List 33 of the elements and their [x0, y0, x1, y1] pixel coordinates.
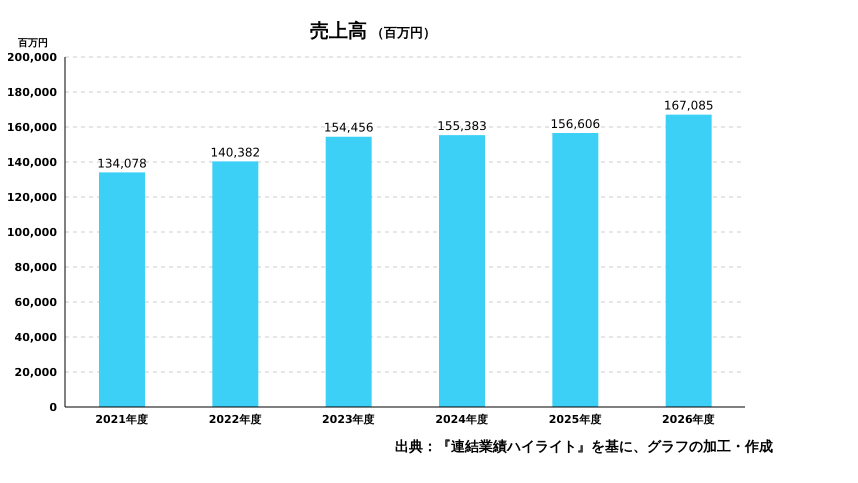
- y-tick-label: 200,000: [6, 50, 58, 64]
- bar: [212, 161, 258, 407]
- y-tick-label: 180,000: [6, 86, 58, 99]
- x-tick-label: 2021年度: [95, 412, 148, 426]
- bar: [99, 172, 145, 407]
- data-label: 155,383: [437, 119, 487, 134]
- x-tick-label: 2025年度: [548, 412, 602, 426]
- y-tick-label: 160,000: [6, 120, 58, 134]
- bar: [552, 132, 598, 407]
- bar: [439, 135, 485, 407]
- x-tick-label: 2022年度: [208, 412, 262, 426]
- y-tick-label: 40,000: [14, 330, 58, 344]
- y-tick-label: 60,000: [14, 296, 58, 309]
- y-tick-label: 140,000: [6, 156, 58, 169]
- data-label: 140,382: [210, 145, 260, 160]
- bar: [326, 136, 372, 407]
- bar: [666, 114, 712, 407]
- chart-title: 売上高: [310, 20, 367, 42]
- x-tick-label: 2023年度: [322, 412, 375, 426]
- source-note: 出典：『連結業績ハイライト』を基に、グラフの加工・作成: [395, 438, 774, 457]
- y-tick-label: 80,000: [14, 260, 58, 274]
- y-tick-label: 120,000: [6, 190, 58, 204]
- x-tick-label: 2024年度: [435, 412, 488, 426]
- data-label: 156,606: [550, 116, 600, 131]
- y-tick-label: 20,000: [14, 366, 58, 379]
- x-tick-label: 2026年度: [662, 412, 715, 426]
- chart-subtitle: （百万円）: [371, 26, 436, 41]
- data-label: 167,085: [664, 98, 714, 113]
- data-label: 134,078: [97, 156, 147, 170]
- y-tick-label: 100,000: [6, 226, 58, 239]
- y-axis-title: 百万円: [18, 37, 48, 50]
- data-label: 154,456: [324, 120, 374, 135]
- y-tick-label: 0: [49, 400, 58, 414]
